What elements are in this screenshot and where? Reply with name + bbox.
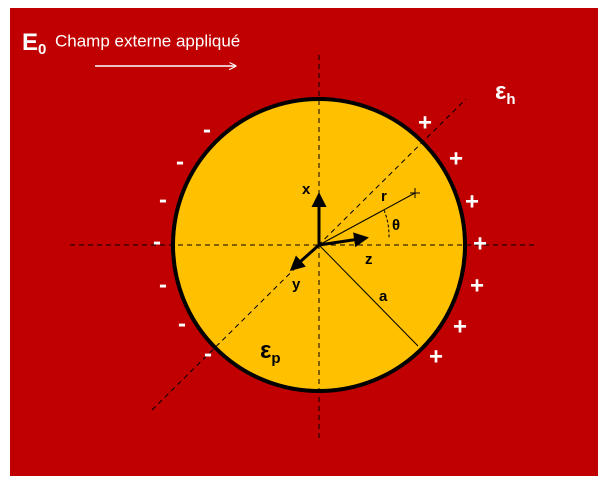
positive-charge: + [453,313,467,340]
field-label: Champ externe appliqué [55,31,240,50]
r-label: r [381,188,387,205]
positive-charge: + [449,145,463,172]
positive-charge: + [465,188,479,215]
axis-y-label: y [292,276,301,293]
a-label: a [379,288,388,305]
negative-charge: - [176,148,184,175]
axis-z-label: z [365,251,373,268]
positive-charge: + [470,272,484,299]
field-symbol: E0 [22,29,46,58]
axis-x-label: x [302,181,311,198]
particle-permittivity: εp [260,337,281,367]
positive-charge: + [473,230,487,257]
negative-charge: - [159,186,167,213]
host-permittivity: εh [495,78,516,108]
radius-a [318,244,419,347]
charges: -------+++++++ [153,109,487,370]
r-vector [318,192,416,246]
theta-label: θ [392,217,400,234]
negative-charge: - [153,228,161,255]
negative-charge: - [178,310,186,337]
positive-charge: + [418,109,432,136]
coordinate-arrows [289,192,369,271]
theta-arc [383,209,390,239]
negative-charge: - [204,340,212,367]
positive-charge: + [429,343,443,370]
negative-charge: - [159,271,167,298]
negative-charge: - [203,116,211,143]
